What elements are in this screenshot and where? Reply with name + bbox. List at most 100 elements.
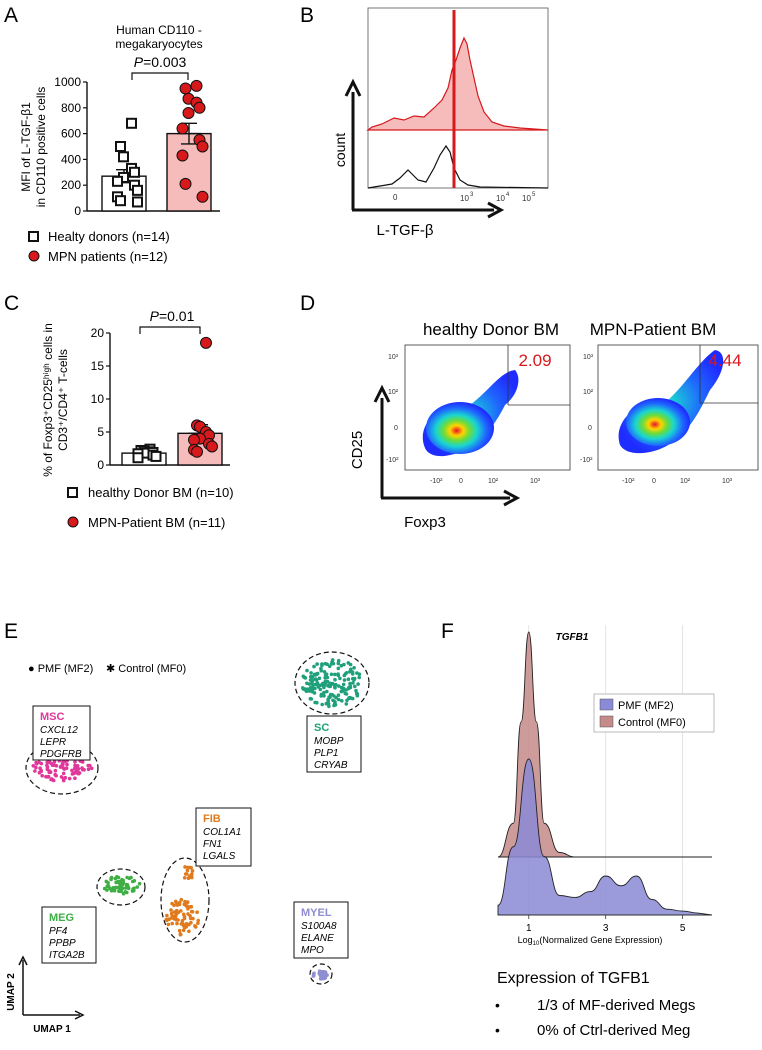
point-a-mpn <box>176 122 189 135</box>
gene-sc-3: CRYAB <box>314 760 348 771</box>
umap-point-fib <box>177 900 182 905</box>
umap-point-sc <box>313 682 318 687</box>
umap-point-sc <box>308 678 313 682</box>
gene-msc-1: CXCL12 <box>40 725 78 736</box>
umap-point-sc <box>342 678 347 682</box>
point-a-healthy <box>112 175 123 187</box>
umap-point-sc <box>354 688 358 693</box>
density-ridge-pmf <box>497 758 713 916</box>
gene-meg-1: PF4 <box>49 926 68 937</box>
umap-point-sc <box>357 675 362 680</box>
umap-point-msc <box>37 770 42 775</box>
point-c-healthy <box>132 452 144 464</box>
density-chart-f: 1 3 5 <box>497 625 713 934</box>
umap-point-sc <box>350 696 355 701</box>
point-a-healthy <box>115 195 126 207</box>
umap-point-msc <box>82 768 86 772</box>
umap-point-sc <box>337 684 341 688</box>
umap-arrow-y <box>18 955 28 966</box>
umap-point-msc <box>86 767 91 771</box>
umap-point-myel <box>320 972 325 977</box>
umap-point-sc <box>325 662 329 666</box>
umap-point-fib <box>189 866 193 870</box>
tick-b-1: 10 <box>460 194 469 203</box>
umap-point-msc <box>67 776 72 781</box>
umap-point-meg <box>109 876 114 880</box>
axis-label-a-1: MFI of L-TGF-β1 <box>19 102 33 192</box>
gene-msc-3: PDGFRB <box>40 749 82 760</box>
umap-point-msc <box>64 766 69 770</box>
umap-point-msc <box>73 763 77 768</box>
umap-point-msc <box>72 766 77 771</box>
umap-point-msc <box>70 768 74 773</box>
point-a-mpn <box>190 79 203 92</box>
umap-point-sc <box>356 682 360 686</box>
box-msc <box>32 705 91 761</box>
ytick-label-c-1: 5 <box>97 425 104 439</box>
umap-point-sc <box>336 666 341 671</box>
umap-point-sc <box>312 691 317 695</box>
axis-label-a-2: in CD110 positive cells <box>34 87 48 208</box>
xtick-d1-0: -10² <box>430 478 443 485</box>
umap-point-sc <box>307 689 312 693</box>
umap-point-fib <box>167 917 172 921</box>
umap-point-sc <box>313 686 317 691</box>
axis-label-cd25: CD25 <box>349 431 366 469</box>
umap-point-fib <box>182 914 187 919</box>
ytick-label-c-3: 15 <box>91 359 105 373</box>
umap-point-sc <box>315 671 320 676</box>
umap-point-myel <box>324 972 328 977</box>
umap-point-sc <box>301 686 305 690</box>
umap-point-sc <box>327 704 331 709</box>
umap-point-msc <box>63 775 68 780</box>
panel-letter-d: D <box>300 292 315 315</box>
umap-point-sc <box>336 693 341 697</box>
gene-fib-1: COL1A1 <box>203 827 241 838</box>
gene-myel-1: S100A8 <box>301 921 337 932</box>
flow-plot-mpn: 4.44 <box>597 344 759 471</box>
ytick-d1-0: 10³ <box>388 354 399 361</box>
umap-point-sc <box>303 688 308 692</box>
umap-point-sc <box>346 661 351 665</box>
umap-point-fib <box>175 921 179 926</box>
umap-point-sc <box>336 672 340 676</box>
umap-point-fib <box>186 876 191 880</box>
legend-circle-marker-c <box>67 516 79 528</box>
umap-point-meg <box>130 889 135 893</box>
point-a-healthy <box>115 141 126 152</box>
umap-point-msc <box>34 765 38 770</box>
umap-point-sc <box>321 693 326 697</box>
xtick-d1-1: 0 <box>459 478 463 485</box>
umap-point-meg <box>116 875 121 880</box>
umap-point-sc <box>327 695 331 699</box>
legend-square-marker-a <box>28 231 39 242</box>
gene-meg-3: ITGA2B <box>49 950 85 961</box>
umap-point-msc <box>71 771 76 776</box>
tick-b-3-exp: 5 <box>532 192 536 198</box>
umap-point-myel <box>312 972 316 976</box>
umap-point-sc <box>352 666 356 670</box>
legend-square-marker-c <box>67 487 78 498</box>
legend-label-a-2: MPN patients (n=12) <box>48 249 168 264</box>
ytick-label-a-1: 200 <box>61 178 81 192</box>
density-core-2 <box>626 398 690 446</box>
umap-point-fib <box>183 899 187 904</box>
ytick-label-a-3: 600 <box>61 127 81 141</box>
umap-point-meg <box>121 881 126 885</box>
ytick-label-a-0: 0 <box>74 204 81 218</box>
point-c-mpn <box>206 440 218 453</box>
umap-point-meg <box>135 885 139 889</box>
axis-label-c-2: CD3⁺/CD4⁺ T-cells <box>56 349 70 451</box>
flow-axis-ticks: 10³ 10² 0 -10² -10² 0 10² 10³ 10³ 10² 0 … <box>386 354 733 485</box>
density-legend-box <box>593 693 715 733</box>
umap-label-x: UMAP 1 <box>33 1024 71 1035</box>
tick-b-2: 10 <box>496 194 505 203</box>
umap-point-meg <box>102 886 107 891</box>
umap-point-sc <box>318 687 323 692</box>
cluster-outlines <box>25 651 370 985</box>
umap-point-fib <box>174 917 179 922</box>
umap-point-fib <box>194 925 198 929</box>
panel-letter-f: F <box>441 620 454 643</box>
summary-title: Expression of TGFB1 <box>497 970 650 987</box>
